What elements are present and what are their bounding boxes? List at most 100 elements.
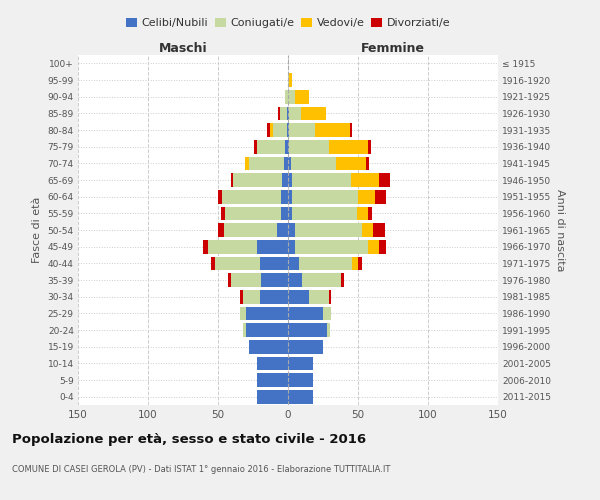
Bar — [379, 240, 386, 254]
Bar — [257, 373, 288, 387]
Text: Femmine: Femmine — [361, 42, 425, 55]
Bar — [288, 223, 295, 237]
Bar — [291, 156, 335, 170]
Bar — [224, 223, 277, 237]
Bar — [218, 223, 224, 237]
Bar — [367, 156, 369, 170]
Bar — [358, 256, 362, 270]
Bar — [351, 173, 379, 187]
Bar — [281, 190, 288, 203]
Bar — [288, 356, 313, 370]
Bar — [341, 273, 344, 287]
Bar — [288, 90, 295, 104]
Bar — [352, 256, 358, 270]
Bar — [241, 290, 243, 304]
Bar — [309, 290, 329, 304]
Bar — [288, 140, 289, 153]
Bar — [289, 140, 329, 153]
Bar — [288, 290, 309, 304]
Bar — [295, 90, 309, 104]
Bar — [218, 190, 222, 203]
Bar — [281, 206, 288, 220]
Bar — [362, 223, 373, 237]
Bar — [329, 140, 368, 153]
Bar — [335, 156, 367, 170]
Bar — [288, 390, 313, 404]
Bar — [260, 256, 288, 270]
Bar — [249, 156, 284, 170]
Bar — [288, 206, 292, 220]
Bar — [208, 240, 257, 254]
Bar — [228, 273, 230, 287]
Bar — [288, 106, 289, 120]
Bar — [270, 123, 272, 137]
Bar — [329, 290, 331, 304]
Bar — [288, 256, 299, 270]
Bar — [257, 390, 288, 404]
Bar — [327, 323, 330, 337]
Bar — [288, 73, 289, 87]
Bar — [211, 256, 215, 270]
Bar — [314, 123, 350, 137]
Bar — [221, 206, 225, 220]
Bar — [257, 140, 285, 153]
Bar — [299, 256, 352, 270]
Bar — [289, 123, 314, 137]
Bar — [243, 290, 260, 304]
Bar — [350, 123, 352, 137]
Y-axis label: Anni di nascita: Anni di nascita — [556, 188, 565, 271]
Bar — [246, 306, 288, 320]
Bar — [249, 340, 288, 353]
Bar — [368, 140, 371, 153]
Bar — [356, 206, 368, 220]
Bar — [375, 190, 386, 203]
Bar — [368, 240, 379, 254]
Bar — [295, 223, 362, 237]
Bar — [289, 73, 292, 87]
Bar — [230, 173, 233, 187]
Bar — [288, 306, 323, 320]
Text: Popolazione per età, sesso e stato civile - 2016: Popolazione per età, sesso e stato civil… — [12, 432, 366, 446]
Bar — [215, 256, 260, 270]
Bar — [358, 190, 375, 203]
Bar — [288, 323, 327, 337]
Bar — [246, 323, 288, 337]
Bar — [295, 240, 368, 254]
Bar — [368, 206, 372, 220]
Bar — [285, 90, 288, 104]
Bar — [254, 140, 257, 153]
Bar — [288, 156, 291, 170]
Bar — [243, 323, 246, 337]
Bar — [288, 273, 302, 287]
Bar — [260, 290, 288, 304]
Bar — [292, 190, 358, 203]
Bar — [289, 106, 301, 120]
Bar — [379, 173, 390, 187]
Bar — [230, 273, 262, 287]
Bar — [257, 356, 288, 370]
Bar — [288, 173, 292, 187]
Bar — [257, 240, 288, 254]
Bar — [284, 156, 288, 170]
Bar — [323, 306, 331, 320]
Bar — [287, 123, 288, 137]
Bar — [277, 223, 288, 237]
Bar — [233, 173, 283, 187]
Bar — [288, 340, 323, 353]
Bar — [222, 190, 281, 203]
Bar — [262, 273, 288, 287]
Bar — [267, 123, 270, 137]
Bar — [292, 206, 356, 220]
Bar — [373, 223, 385, 237]
Bar — [225, 206, 281, 220]
Bar — [288, 123, 289, 137]
Bar — [283, 173, 288, 187]
Bar — [292, 173, 351, 187]
Text: Maschi: Maschi — [158, 42, 208, 55]
Bar — [288, 373, 313, 387]
Bar — [241, 306, 246, 320]
Bar — [288, 190, 292, 203]
Bar — [203, 240, 208, 254]
Bar — [287, 106, 288, 120]
Bar — [302, 273, 341, 287]
